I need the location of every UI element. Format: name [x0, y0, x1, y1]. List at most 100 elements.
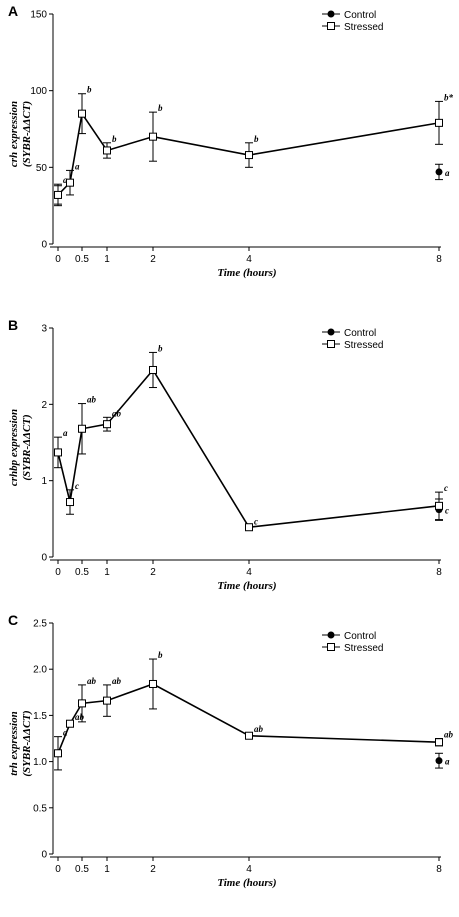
significance-label: b [158, 343, 163, 353]
y-tick-label: 1.0 [33, 757, 47, 768]
data-point [66, 498, 74, 507]
data-point [149, 365, 157, 374]
y-tick-label: 2.0 [33, 665, 47, 676]
panel-letter: A [8, 3, 18, 19]
data-point [435, 501, 443, 510]
x-axis-title: Time (hours) [217, 877, 276, 889]
significance-label: a [63, 428, 68, 438]
x-tick-label: 4 [246, 864, 252, 875]
legend-marker-control [327, 631, 335, 639]
data-point [435, 118, 443, 127]
significance-label: ab [75, 712, 85, 722]
significance-label: a [63, 728, 68, 738]
significance-label: a [63, 175, 68, 185]
significance-label: b [254, 134, 259, 144]
x-tick-label: 0.5 [75, 567, 89, 578]
panel-c: C 0 0.5 1.0 1.5 2.0 2.5 0 0.5 1 2 4 8 Time (hours) trh… [8, 612, 454, 889]
significance-label: ab [112, 676, 122, 686]
x-tick-label: 4 [246, 254, 252, 265]
y-tick-label: 2 [41, 400, 47, 411]
legend-marker-stressed [327, 22, 335, 30]
y-tick-label: 3 [41, 324, 47, 335]
x-tick-label: 0.5 [75, 254, 89, 265]
x-tick-label: 0 [55, 864, 61, 875]
y-axis-title: crh expression [8, 101, 20, 167]
data-point [103, 420, 111, 429]
legend-marker-control [327, 328, 335, 336]
y-tick-label: 150 [30, 10, 47, 21]
significance-label: ab [112, 408, 122, 418]
legend-label: Stressed [344, 22, 383, 33]
y-tick-label: 0 [41, 553, 47, 564]
significance-label: ab [444, 730, 454, 740]
x-tick-label: 8 [436, 567, 442, 578]
significance-label: b* [444, 92, 454, 102]
panel-a: A 0 50 100 150 0 0.5 1 2 4 8 Time (hours) crh expres… [8, 3, 454, 279]
y-axis-title: crhbp expression [8, 409, 20, 486]
y-tick-label: 2.5 [33, 619, 47, 630]
significance-label: ab [87, 676, 97, 686]
panel-letter: C [8, 612, 18, 628]
data-point [54, 448, 62, 457]
legend-label: Stressed [344, 643, 383, 654]
y-tick-label: 1 [41, 476, 47, 487]
data-point [78, 699, 86, 708]
significance-label: b [158, 650, 163, 660]
data-point [66, 178, 74, 187]
legend-label: Control [344, 10, 376, 21]
x-tick-label: 2 [150, 864, 156, 875]
data-point [245, 151, 253, 160]
y-tick-label: 50 [36, 163, 48, 174]
x-tick-label: 0 [55, 567, 61, 578]
legend-label: Control [344, 631, 376, 642]
y-tick-label: 100 [30, 86, 47, 97]
significance-label: c [254, 517, 258, 527]
x-tick-label: 8 [436, 864, 442, 875]
x-tick-label: 8 [436, 254, 442, 265]
data-point [149, 679, 157, 688]
x-tick-label: 1 [104, 864, 110, 875]
series-stressed: a c ab ab b c c [54, 343, 448, 532]
legend-label: Control [344, 328, 376, 339]
data-point [103, 146, 111, 155]
x-tick-label: 2 [150, 254, 156, 265]
data-point [54, 190, 62, 199]
legend-marker-control [327, 10, 335, 18]
data-point [149, 132, 157, 141]
legend-label: Stressed [344, 340, 383, 351]
x-axis-title: Time (hours) [217, 580, 276, 592]
significance-label: ab [254, 724, 264, 734]
y-axis-title: trh expression [8, 711, 20, 776]
series-line [57, 683, 440, 754]
data-point [245, 523, 253, 532]
y-axis-title-units: (SYBR-ΔΔCT) [21, 710, 33, 776]
significance-label: c [445, 506, 449, 516]
x-tick-label: 0.5 [75, 864, 89, 875]
panel-b: B 0 1 2 3 0 0.5 1 2 4 8 Time (hours) crhbp expressio… [8, 317, 449, 592]
x-tick-label: 1 [104, 254, 110, 265]
data-point [435, 738, 443, 747]
significance-label: c [444, 483, 448, 493]
legend-marker-stressed [327, 643, 335, 651]
y-tick-label: 0 [41, 850, 47, 861]
x-axis-title: Time (hours) [217, 267, 276, 279]
data-point [435, 757, 443, 765]
series-control: a [435, 752, 450, 769]
y-tick-label: 1.5 [33, 711, 47, 722]
significance-label: a [445, 757, 450, 767]
significance-label: b [112, 134, 117, 144]
data-point [245, 731, 253, 740]
data-point [435, 168, 443, 176]
x-tick-label: 4 [246, 567, 252, 578]
data-point [66, 719, 74, 728]
data-point [54, 749, 62, 758]
data-point [78, 424, 86, 433]
data-point [103, 696, 111, 705]
x-tick-label: 1 [104, 567, 110, 578]
y-axis-title-units: (SYBR-ΔΔCT) [21, 101, 33, 167]
y-tick-label: 0.5 [33, 803, 47, 814]
